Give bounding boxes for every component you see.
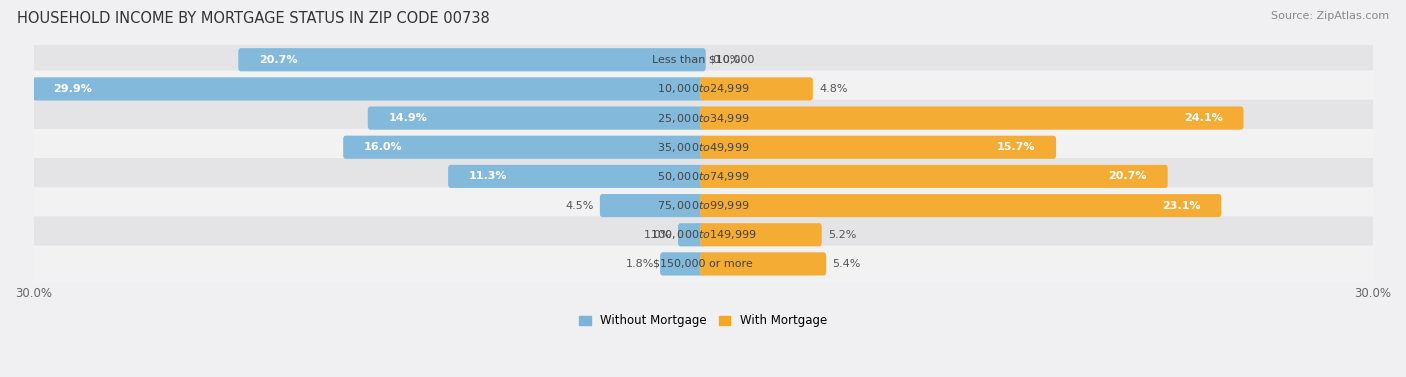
FancyBboxPatch shape (31, 158, 1376, 196)
Text: $25,000 to $34,999: $25,000 to $34,999 (657, 112, 749, 124)
Text: 15.7%: 15.7% (997, 142, 1035, 152)
Text: HOUSEHOLD INCOME BY MORTGAGE STATUS IN ZIP CODE 00738: HOUSEHOLD INCOME BY MORTGAGE STATUS IN Z… (17, 11, 489, 26)
Text: $10,000 to $24,999: $10,000 to $24,999 (657, 83, 749, 95)
FancyBboxPatch shape (31, 217, 1376, 254)
FancyBboxPatch shape (30, 245, 1376, 282)
FancyBboxPatch shape (30, 216, 1376, 253)
Text: Less than $10,000: Less than $10,000 (652, 55, 754, 65)
Text: 1.0%: 1.0% (644, 230, 672, 240)
FancyBboxPatch shape (700, 194, 1222, 217)
FancyBboxPatch shape (31, 187, 1376, 225)
Text: 16.0%: 16.0% (364, 142, 402, 152)
Text: 5.4%: 5.4% (832, 259, 860, 269)
FancyBboxPatch shape (700, 107, 1243, 130)
Text: $50,000 to $74,999: $50,000 to $74,999 (657, 170, 749, 183)
FancyBboxPatch shape (449, 165, 706, 188)
Text: 23.1%: 23.1% (1163, 201, 1201, 211)
FancyBboxPatch shape (700, 77, 813, 100)
FancyBboxPatch shape (700, 107, 1243, 130)
FancyBboxPatch shape (700, 252, 827, 276)
FancyBboxPatch shape (700, 223, 821, 246)
FancyBboxPatch shape (700, 165, 1167, 188)
FancyBboxPatch shape (31, 71, 1376, 109)
Legend: Without Mortgage, With Mortgage: Without Mortgage, With Mortgage (579, 314, 827, 328)
FancyBboxPatch shape (343, 136, 706, 159)
FancyBboxPatch shape (700, 136, 1056, 159)
Text: 20.7%: 20.7% (259, 55, 298, 65)
FancyBboxPatch shape (30, 70, 1376, 107)
FancyBboxPatch shape (30, 41, 1376, 78)
FancyBboxPatch shape (700, 194, 1222, 217)
FancyBboxPatch shape (34, 77, 706, 100)
FancyBboxPatch shape (368, 107, 706, 130)
FancyBboxPatch shape (30, 100, 1376, 136)
FancyBboxPatch shape (34, 77, 706, 100)
Text: 29.9%: 29.9% (53, 84, 93, 94)
Text: 14.9%: 14.9% (388, 113, 427, 123)
Text: $75,000 to $99,999: $75,000 to $99,999 (657, 199, 749, 212)
FancyBboxPatch shape (700, 252, 827, 276)
FancyBboxPatch shape (239, 48, 706, 71)
FancyBboxPatch shape (239, 48, 706, 71)
FancyBboxPatch shape (30, 129, 1376, 166)
Text: 20.7%: 20.7% (1108, 172, 1147, 181)
FancyBboxPatch shape (343, 136, 706, 159)
Text: 24.1%: 24.1% (1184, 113, 1223, 123)
Text: 4.8%: 4.8% (820, 84, 848, 94)
FancyBboxPatch shape (30, 158, 1376, 195)
FancyBboxPatch shape (678, 223, 706, 246)
FancyBboxPatch shape (449, 165, 706, 188)
Text: $150,000 or more: $150,000 or more (654, 259, 752, 269)
FancyBboxPatch shape (700, 136, 1056, 159)
Text: Source: ZipAtlas.com: Source: ZipAtlas.com (1271, 11, 1389, 21)
Text: 1.8%: 1.8% (626, 259, 654, 269)
FancyBboxPatch shape (678, 223, 706, 246)
FancyBboxPatch shape (600, 194, 706, 217)
FancyBboxPatch shape (661, 252, 706, 276)
FancyBboxPatch shape (31, 129, 1376, 167)
FancyBboxPatch shape (31, 42, 1376, 80)
FancyBboxPatch shape (700, 165, 1167, 188)
Text: $100,000 to $149,999: $100,000 to $149,999 (650, 228, 756, 241)
Text: 0.0%: 0.0% (711, 55, 740, 65)
FancyBboxPatch shape (661, 252, 706, 276)
Text: 4.5%: 4.5% (565, 201, 593, 211)
FancyBboxPatch shape (30, 187, 1376, 224)
Text: $35,000 to $49,999: $35,000 to $49,999 (657, 141, 749, 154)
Text: 5.2%: 5.2% (828, 230, 856, 240)
FancyBboxPatch shape (31, 246, 1376, 284)
FancyBboxPatch shape (600, 194, 706, 217)
FancyBboxPatch shape (31, 100, 1376, 138)
FancyBboxPatch shape (700, 77, 813, 100)
FancyBboxPatch shape (700, 223, 821, 246)
Text: 11.3%: 11.3% (468, 172, 508, 181)
FancyBboxPatch shape (368, 107, 706, 130)
